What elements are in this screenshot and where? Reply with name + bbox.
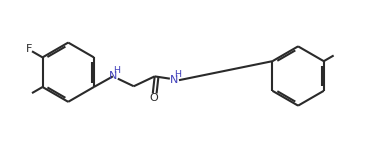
- Text: H: H: [113, 66, 120, 75]
- Text: H: H: [174, 70, 181, 79]
- Text: N: N: [170, 75, 179, 85]
- Text: O: O: [149, 93, 158, 103]
- Text: N: N: [109, 71, 117, 81]
- Text: F: F: [25, 44, 32, 54]
